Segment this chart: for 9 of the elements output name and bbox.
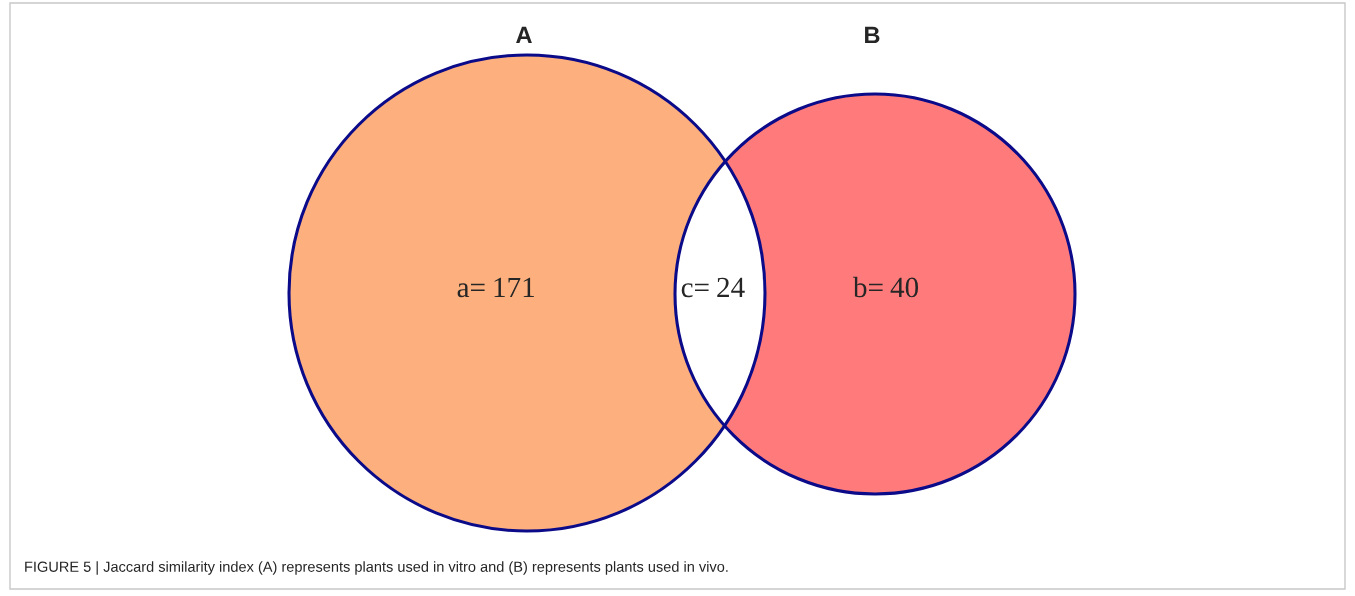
caption: FIGURE 5 | Jaccard similarity index (A) represents plants used in vitro and (B) represents plants used in vivo. bbox=[25, 561, 728, 575]
text: B bbox=[865, 26, 880, 44]
data-label: 24 bbox=[717, 277, 745, 298]
category-label: b= bbox=[852, 276, 883, 298]
data-label: 171 bbox=[494, 277, 534, 298]
text: A bbox=[516, 26, 532, 44]
category-label: a= bbox=[457, 283, 485, 298]
category-label: c= bbox=[681, 283, 709, 298]
data-label: 40 bbox=[890, 277, 919, 298]
